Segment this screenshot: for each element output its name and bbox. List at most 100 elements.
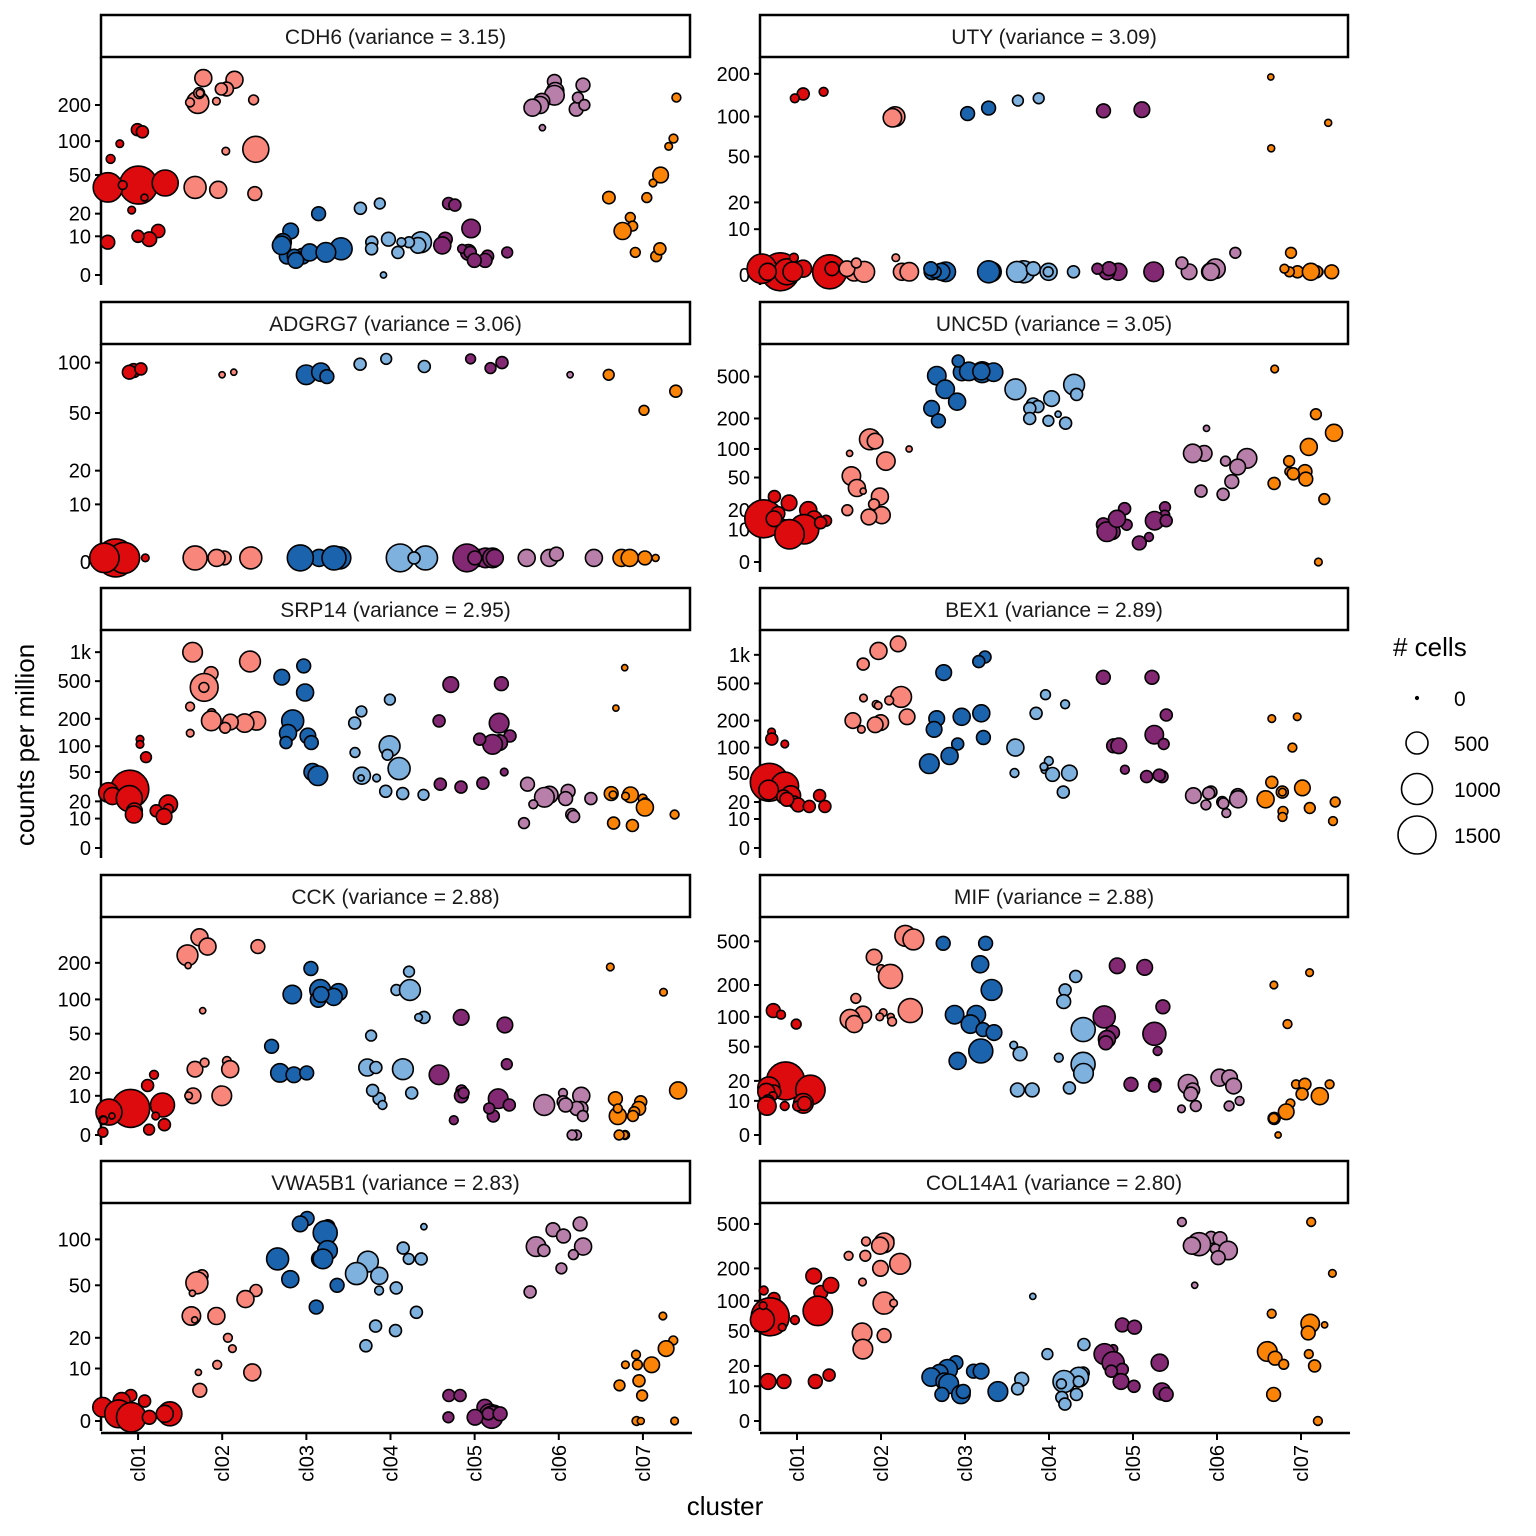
- data-point: [935, 379, 956, 400]
- data-point: [856, 657, 871, 671]
- series-cl03: [918, 650, 992, 775]
- data-point: [944, 1004, 965, 1025]
- series-cl03: [271, 206, 353, 269]
- data-point: [373, 197, 386, 210]
- data-point: [183, 175, 207, 200]
- y-tick-label: 50: [728, 1321, 750, 1343]
- data-point: [877, 963, 904, 990]
- data-point: [608, 790, 618, 800]
- data-point: [1029, 706, 1043, 721]
- data-point: [1293, 779, 1311, 797]
- data-point: [1190, 1281, 1199, 1290]
- y-tick-label: 0: [739, 552, 750, 574]
- data-point: [194, 1368, 203, 1377]
- y-tick-label: 1k: [729, 645, 751, 667]
- data-point: [888, 1252, 912, 1276]
- data-point: [1126, 1319, 1143, 1335]
- data-point: [1307, 1359, 1322, 1373]
- data-point: [1039, 688, 1052, 701]
- data-point: [987, 1380, 1009, 1403]
- y-tick-label: 10: [69, 226, 91, 248]
- series-cl04: [347, 693, 430, 801]
- data-point: [1058, 416, 1073, 431]
- data-point: [657, 1339, 675, 1358]
- data-point: [1210, 1249, 1226, 1266]
- data-point: [448, 198, 462, 212]
- data-point: [584, 791, 598, 806]
- series-cl01: [743, 489, 833, 550]
- data-point: [824, 261, 840, 277]
- data-point: [1112, 1372, 1130, 1391]
- data-point: [195, 88, 205, 98]
- data-point: [1266, 73, 1275, 81]
- series-cl03: [265, 1210, 345, 1315]
- data-point: [1201, 262, 1221, 282]
- x-tick-label: cl05: [465, 1445, 487, 1482]
- data-point: [866, 432, 884, 450]
- data-point: [476, 776, 490, 791]
- data-point: [200, 710, 222, 732]
- data-point: [249, 1283, 263, 1298]
- series-cl02: [838, 105, 920, 283]
- facet-title: SRP14 (variance = 2.95): [280, 599, 511, 622]
- x-tick-label: cl02: [212, 1445, 234, 1482]
- data-point: [975, 729, 992, 746]
- data-point: [414, 1012, 424, 1023]
- data-point: [866, 716, 884, 734]
- y-tick-label: 0: [80, 1125, 91, 1147]
- y-tick-label: 20: [69, 204, 91, 226]
- series-cl03: [263, 960, 348, 1084]
- series-cl03: [921, 1354, 1009, 1405]
- data-point: [780, 739, 790, 749]
- series-cl03: [273, 658, 329, 787]
- data-point: [870, 1236, 890, 1255]
- data-point: [1042, 266, 1054, 278]
- data-point: [548, 546, 565, 562]
- data-point: [1298, 471, 1314, 487]
- data-point: [1265, 775, 1279, 790]
- data-point: [977, 935, 994, 951]
- y-tick-label: 100: [717, 738, 750, 760]
- data-point: [776, 1373, 792, 1390]
- data-point: [860, 1236, 872, 1247]
- data-point: [198, 681, 210, 694]
- data-point: [407, 551, 421, 565]
- data-point: [1055, 1378, 1068, 1390]
- data-point: [1301, 262, 1321, 282]
- data-point: [612, 1103, 623, 1114]
- data-point: [905, 445, 913, 453]
- data-point: [131, 229, 145, 244]
- data-point: [918, 753, 940, 775]
- data-point: [796, 1095, 813, 1112]
- data-point: [779, 1100, 790, 1112]
- y-tick-label: 20: [69, 1063, 91, 1085]
- data-point: [432, 714, 446, 728]
- data-point: [155, 807, 173, 826]
- data-point: [843, 1250, 854, 1262]
- data-point: [635, 798, 655, 817]
- data-point: [971, 654, 986, 669]
- data-point: [578, 98, 591, 112]
- data-point: [1042, 390, 1061, 408]
- data-point: [573, 1237, 593, 1256]
- data-point: [1039, 761, 1049, 772]
- data-point: [501, 246, 514, 259]
- data-point: [1096, 521, 1118, 543]
- data-point: [1295, 1087, 1309, 1101]
- data-point: [1312, 1415, 1324, 1427]
- data-point: [184, 701, 196, 712]
- panel-vwa5b1: VWA5B1 (variance = 2.83) 0 10 20 50 100 cl01 cl…: [58, 1159, 692, 1482]
- x-tick-label: cl04: [1039, 1445, 1061, 1482]
- data-point: [1200, 799, 1212, 811]
- data-point: [899, 261, 920, 282]
- y-tick-label: 500: [717, 673, 750, 695]
- data-point: [519, 776, 536, 792]
- data-point: [1060, 764, 1078, 782]
- data-point: [875, 1012, 885, 1022]
- x-tick-label: cl01: [787, 1445, 809, 1482]
- data-point: [845, 449, 854, 458]
- data-point: [1159, 513, 1173, 528]
- series-cl07: [1266, 73, 1340, 282]
- data-point: [395, 786, 410, 801]
- facet-title: UTY (variance = 3.09): [951, 26, 1157, 49]
